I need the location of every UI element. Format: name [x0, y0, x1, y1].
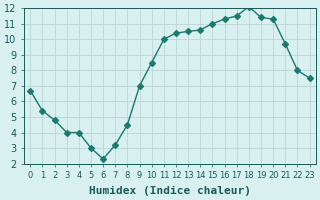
- X-axis label: Humidex (Indice chaleur): Humidex (Indice chaleur): [89, 186, 251, 196]
